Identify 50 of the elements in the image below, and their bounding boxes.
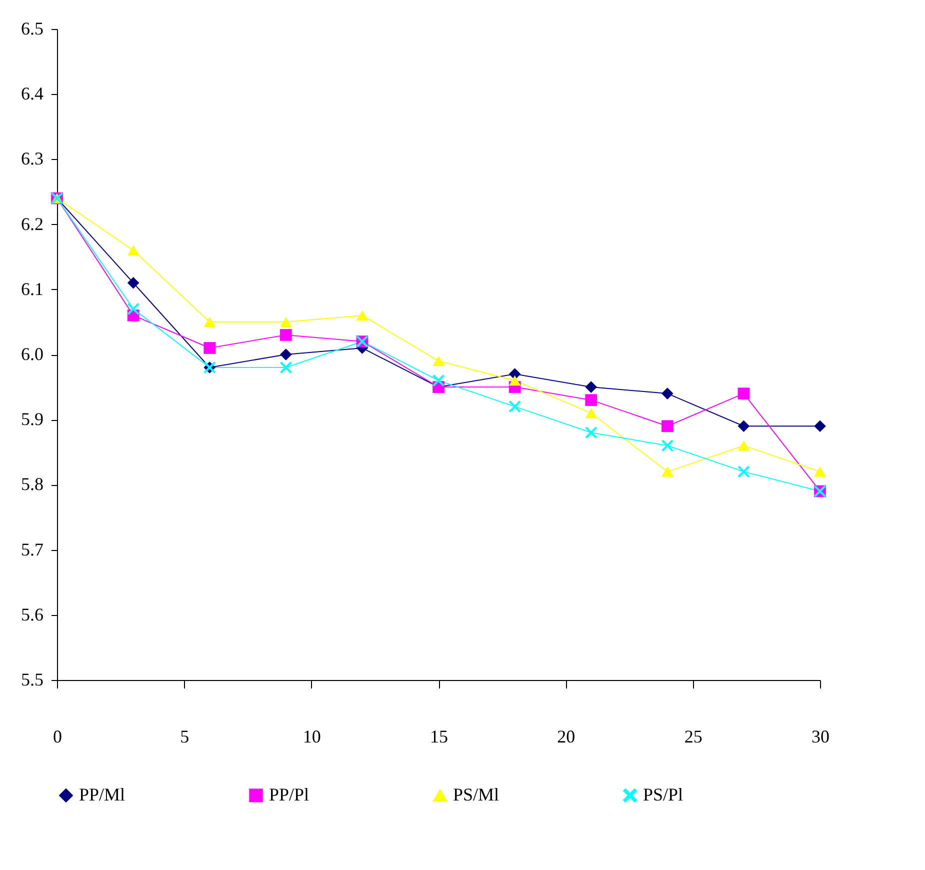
x-tick-label: 5 — [180, 726, 190, 746]
point — [204, 342, 216, 354]
legend-label: PS/Ml — [453, 784, 500, 804]
y-tick-label: 6.1 — [21, 278, 44, 299]
point — [508, 375, 521, 386]
y-tick-label: 6.4 — [21, 84, 44, 104]
point — [738, 420, 750, 432]
y-tick-label: 6.3 — [21, 148, 44, 169]
x-tick-label: 10 — [302, 726, 321, 746]
point — [585, 394, 598, 406]
point — [127, 245, 140, 256]
point — [738, 466, 750, 478]
point — [814, 466, 826, 477]
point — [432, 356, 444, 366]
point — [738, 440, 750, 451]
y-tick-label: 5.8 — [21, 474, 44, 494]
y-tick-label: 5.7 — [21, 539, 44, 560]
point — [585, 426, 598, 439]
point — [127, 276, 140, 289]
y-tick-label: 5.5 — [21, 670, 44, 690]
x-tick-label: 0 — [53, 726, 62, 746]
point — [661, 388, 674, 400]
point — [738, 388, 750, 400]
y-tick-label: 5.6 — [21, 604, 44, 624]
point — [661, 466, 674, 477]
point — [661, 420, 674, 432]
point — [814, 420, 826, 432]
point — [661, 440, 674, 452]
point — [508, 400, 521, 412]
legend-label: PS/Pl — [643, 784, 684, 804]
y-tick-label: 6.5 — [21, 18, 44, 38]
y-tick-label: 6.2 — [21, 214, 44, 234]
x-tick-label: 20 — [557, 726, 576, 746]
y-tick-label: 5.9 — [21, 409, 44, 430]
point — [280, 316, 292, 328]
legend-label: PP/Ml — [79, 784, 126, 804]
legend-label: PP/Pl — [269, 784, 310, 804]
point — [585, 408, 598, 418]
point — [127, 303, 140, 315]
point — [432, 374, 444, 386]
point — [356, 310, 368, 321]
x-tick-label: 15 — [430, 726, 448, 746]
point — [204, 316, 216, 328]
point — [280, 362, 292, 374]
point — [280, 329, 292, 341]
y-tick-label: 6.0 — [21, 344, 44, 364]
x-tick-label: 30 — [812, 726, 830, 746]
point — [280, 348, 292, 360]
x-tick-label: 25 — [684, 726, 702, 746]
point — [585, 381, 598, 393]
